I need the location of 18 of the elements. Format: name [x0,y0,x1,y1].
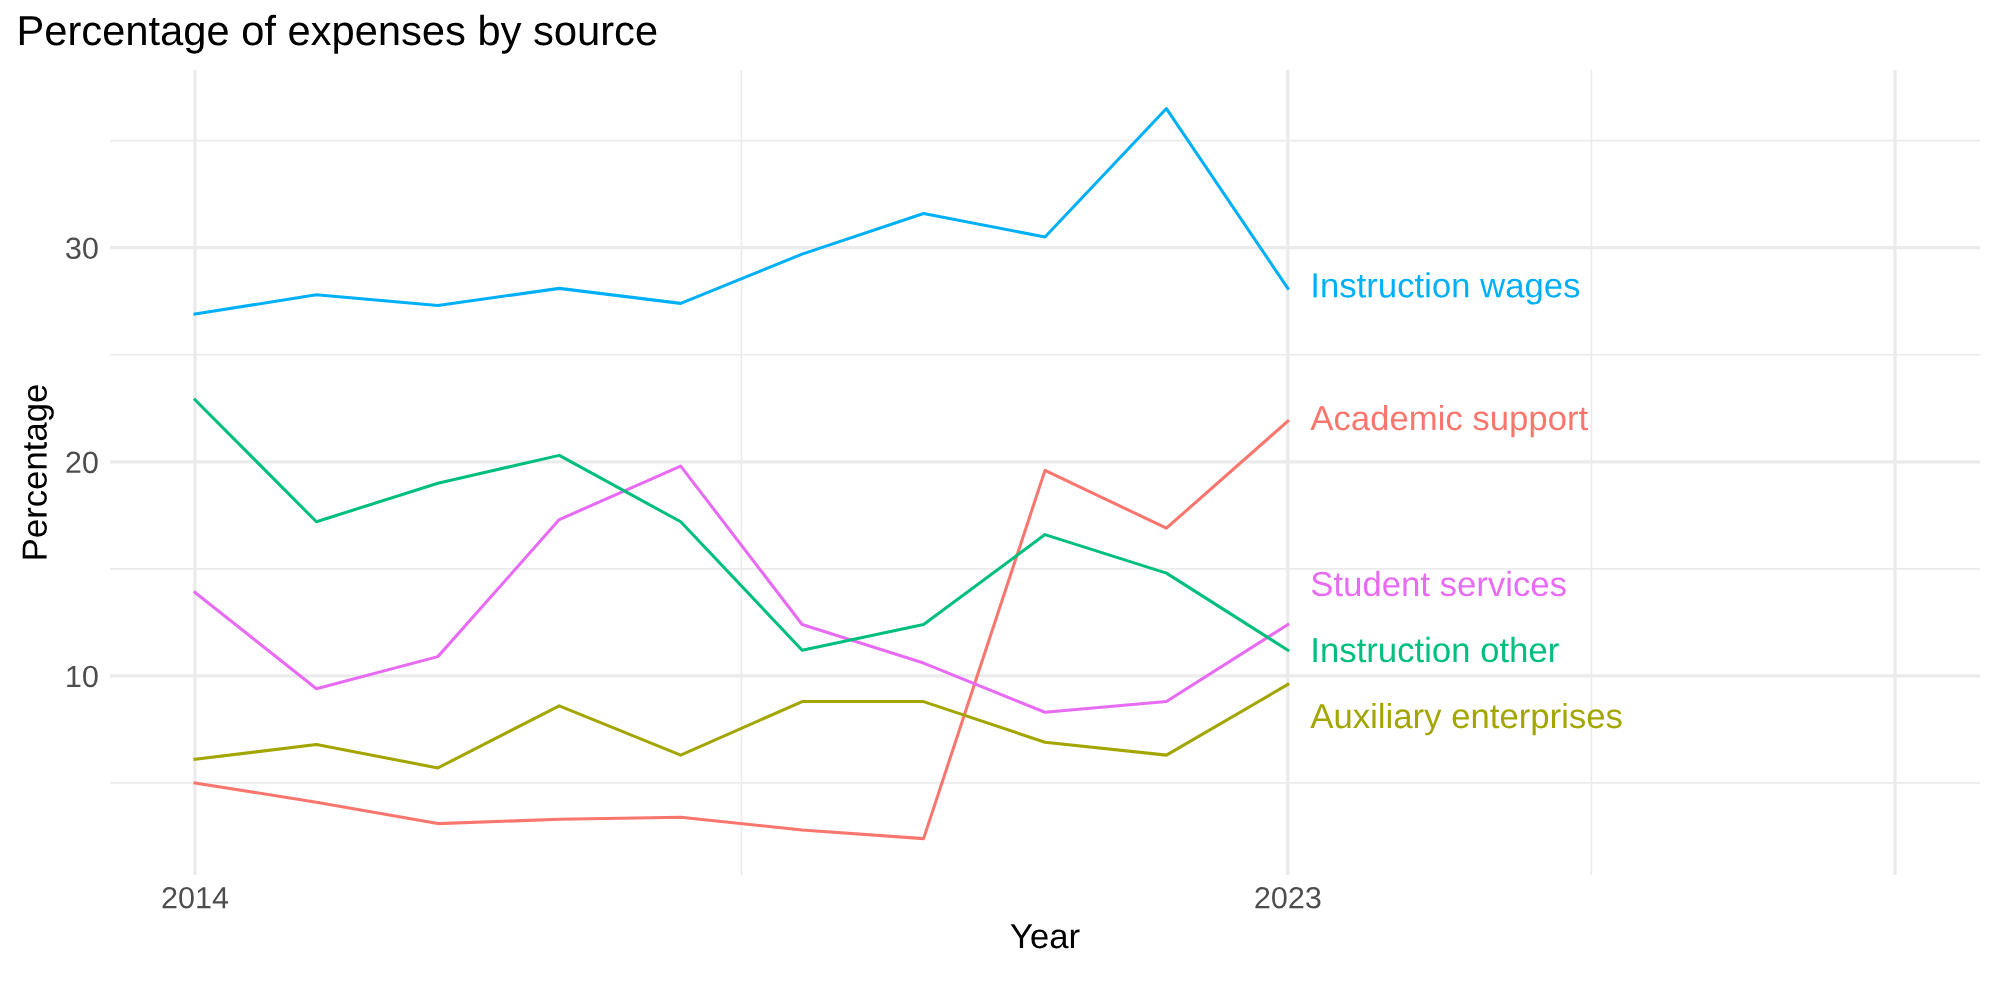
x-tick-label: 2014 [162,886,229,909]
line-series [193,398,1290,652]
line-series [193,682,1290,770]
y-axis-title: Percentage [22,385,54,559]
series-label: Instruction wages [1313,272,1580,305]
y-tick-label: 10 [67,665,98,688]
line-series [193,464,1290,714]
chart-title: Percentage of expenses by source [19,14,657,54]
series-label: Student services [1311,570,1566,597]
line-series [193,419,1290,841]
series-label: Academic support [1310,404,1588,438]
x-axis-title: Year [1010,924,1080,949]
y-tick-label: 30 [66,237,98,260]
y-tick-label: 20 [66,451,98,474]
series-label: Instruction other [1313,636,1559,663]
series-label: Auxiliary enterprises [1310,702,1622,736]
line-series [193,107,1290,316]
x-tick-label: 2023 [1255,886,1321,909]
